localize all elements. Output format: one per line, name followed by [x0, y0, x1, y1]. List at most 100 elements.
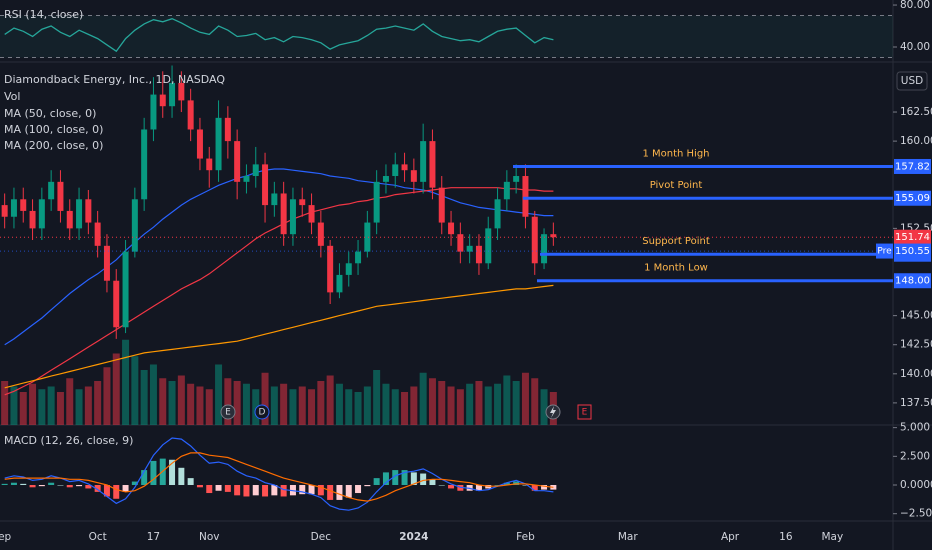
- volume-bar: [540, 389, 548, 425]
- histogram-bar: [345, 485, 352, 498]
- volume-bar: [103, 367, 111, 425]
- candle-body: [327, 245, 334, 293]
- candle-body: [29, 210, 36, 229]
- candle-body: [373, 181, 380, 223]
- candle-body: [10, 199, 17, 217]
- volume-bar: [177, 375, 185, 425]
- y-tick-label: 40.00: [900, 41, 930, 53]
- volume-bar: [1, 381, 9, 425]
- candle-body: [206, 158, 213, 171]
- histogram-bar: [187, 478, 194, 486]
- volume-bar: [224, 378, 232, 425]
- volume-bar: [512, 381, 520, 425]
- macd-pane: −2.500 0.0000 2.500 5.000: [1, 422, 932, 520]
- candle-body: [410, 170, 417, 182]
- histogram-bar: [10, 482, 17, 486]
- rsi-title: RSI (14, close): [4, 8, 83, 21]
- histogram-bar: [243, 485, 250, 497]
- event-label: D: [259, 408, 266, 418]
- histogram-bar: [336, 485, 343, 500]
- signal-line: [4, 452, 554, 502]
- y-tick-label: 2.500: [900, 450, 930, 462]
- candle-body: [169, 82, 176, 107]
- volume-bar: [215, 364, 223, 425]
- volume-bar: [428, 378, 436, 425]
- volume-bar: [187, 383, 195, 425]
- ma-legend: MA (100, close, 0): [4, 123, 103, 136]
- histogram-bar: [513, 481, 520, 486]
- volume-bar: [317, 381, 325, 425]
- event-label: E: [582, 408, 588, 418]
- volume-bar: [122, 339, 130, 425]
- y-tick-label: 162.50: [900, 106, 932, 118]
- y-tick-label: 137.50: [900, 397, 932, 409]
- candle-body: [438, 187, 445, 223]
- y-tick-label: 0.0000: [900, 479, 932, 491]
- level-label: 1 Month Low: [644, 263, 708, 274]
- ma-legend: MA (50, close, 0): [4, 107, 96, 120]
- y-tick-label: 145.00: [900, 310, 932, 322]
- volume-bar: [149, 364, 157, 425]
- candle-body: [494, 199, 501, 229]
- event-marker[interactable]: [254, 404, 270, 420]
- histogram-bar: [206, 485, 213, 494]
- event-marker[interactable]: [577, 404, 592, 420]
- currency-box[interactable]: [896, 71, 928, 91]
- volume-title: Vol: [4, 90, 20, 103]
- histogram-bar: [57, 485, 64, 486]
- moving-average: [4, 168, 554, 346]
- volume-bar: [447, 386, 455, 425]
- y-tick-label: 140.00: [900, 368, 932, 380]
- candle-body: [262, 164, 269, 206]
- volume-bar: [382, 383, 390, 425]
- volume-bar: [494, 383, 502, 425]
- volume-bar: [438, 381, 446, 425]
- candle-body: [141, 129, 148, 200]
- volume-bar: [289, 389, 297, 425]
- candle-body: [336, 274, 343, 293]
- y-tick-label: 160.00: [900, 135, 932, 147]
- event-marker[interactable]: [220, 404, 236, 420]
- histogram-bar: [531, 485, 538, 491]
- volume-bar: [140, 370, 148, 425]
- histogram-bar: [113, 485, 120, 499]
- price-tag-label: 155.09: [895, 193, 930, 204]
- candle-body: [364, 222, 371, 252]
- histogram-bar: [66, 485, 73, 488]
- candle-body: [392, 164, 399, 177]
- volume-bar: [466, 383, 474, 425]
- volume-bar: [205, 389, 213, 425]
- volume-bar: [419, 372, 427, 425]
- y-tick-label: 5.000: [900, 422, 930, 434]
- volume-bar: [335, 383, 343, 425]
- candle-body: [457, 234, 464, 252]
- volume-bar: [456, 389, 464, 425]
- candle-body: [280, 193, 287, 235]
- price-tag-label: 148.00: [895, 276, 930, 287]
- histogram-bar: [317, 485, 324, 496]
- y-tick-label: 80.00: [900, 0, 930, 11]
- price-tag-label: 150.55: [895, 246, 930, 257]
- histogram-bar: [196, 485, 203, 488]
- candle-body: [196, 129, 203, 159]
- x-tick-label: ep: [0, 531, 12, 543]
- volume-bar: [531, 378, 539, 425]
- volume-bar: [159, 378, 167, 425]
- histogram-bar: [271, 485, 278, 496]
- candle-body: [48, 181, 55, 200]
- candle-body: [485, 228, 492, 264]
- candle-body: [317, 222, 324, 246]
- histogram-bar: [252, 485, 259, 496]
- histogram-bar: [178, 467, 185, 486]
- volume-bar: [308, 389, 316, 425]
- price-tag: [894, 273, 931, 289]
- dividend-icon: [550, 406, 556, 418]
- x-tick-label: Apr: [721, 531, 740, 543]
- histogram-bar: [503, 482, 510, 486]
- histogram-bar: [355, 485, 362, 494]
- histogram-bar: [541, 485, 548, 490]
- volume-bar: [363, 386, 371, 425]
- histogram-bar: [103, 485, 110, 497]
- x-tick-label: Feb: [516, 531, 535, 543]
